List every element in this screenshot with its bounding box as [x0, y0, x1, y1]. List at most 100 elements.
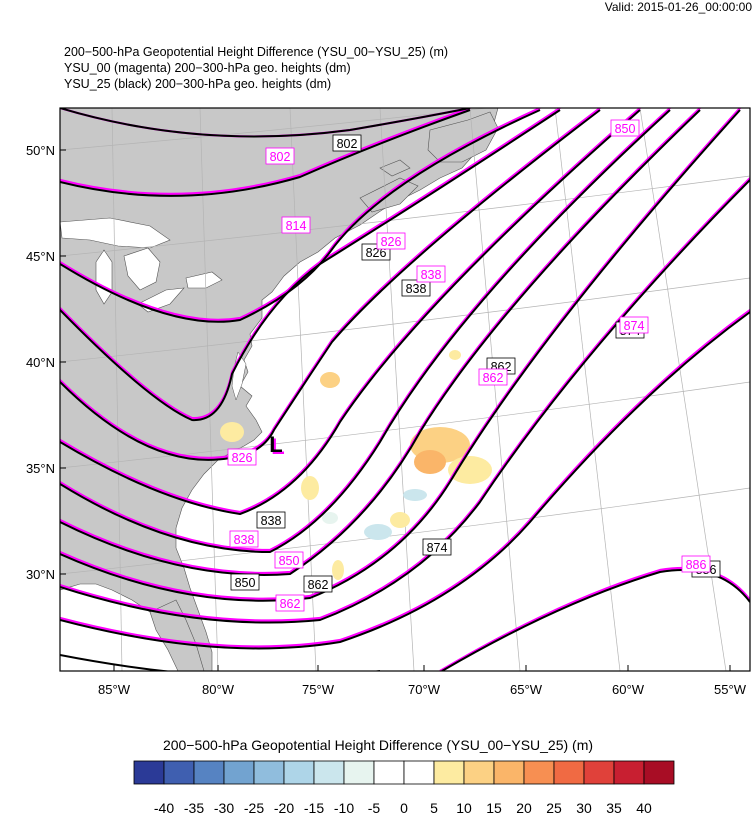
map-plot-area: 802 826 838 862 874 838	[60, 108, 750, 671]
colorbar-box	[133, 760, 165, 785]
svg-text:838: 838	[261, 514, 282, 528]
colorbar-tick-label: -30	[214, 800, 234, 816]
svg-text:802: 802	[270, 150, 291, 164]
colorbar-box	[463, 760, 495, 785]
colorbar-tick-label: 10	[456, 800, 472, 816]
svg-text:802: 802	[337, 137, 358, 151]
plot-frame	[59, 107, 751, 672]
black-label-850: 850	[230, 573, 260, 591]
magenta-label-850-south: 850	[274, 551, 304, 569]
low-marker-black: L	[269, 432, 282, 457]
graticule	[60, 108, 750, 671]
colorbar-box	[193, 760, 225, 785]
colorbar-box	[343, 760, 375, 785]
valid-time: Valid: 2015-01-26_00:00:00	[604, 0, 752, 14]
lon-label-65w: 65°W	[510, 682, 543, 697]
svg-text:862: 862	[280, 597, 301, 611]
newfoundland-land	[427, 111, 499, 163]
colorbar-tick-label: -10	[334, 800, 354, 816]
lat-label-45n: 45°N	[26, 249, 55, 264]
magenta-label-838: 838	[416, 265, 446, 283]
colorbar-box	[373, 760, 405, 785]
lake-superior	[60, 217, 171, 249]
difference-shading	[220, 350, 492, 580]
magenta-contour-labels: 802 814 826 838 850 862	[227, 119, 711, 612]
lon-label-55w: 55°W	[714, 682, 747, 697]
svg-text:826: 826	[366, 246, 387, 260]
longitude-labels: 85°W 80°W 75°W 70°W 65°W 60°W 55°W	[98, 682, 747, 697]
colorbar-tick-labels: -40 -35 -30 -25 -20 -15 -10 -5 0 5 10 15 20 25 30 35 40	[154, 800, 652, 816]
latitude-ticks	[60, 149, 66, 575]
title-line-diff: 200−500-hPa Geopotential Height Differen…	[64, 45, 449, 59]
svg-text:874: 874	[427, 541, 448, 555]
latitude-labels: 50°N 45°N 40°N 35°N 30°N	[26, 143, 55, 582]
longitude-ticks	[113, 665, 731, 671]
magenta-label-850: 850	[610, 119, 640, 137]
colorbar-box	[433, 760, 465, 785]
colorbar-tick-label: 25	[546, 800, 562, 816]
black-label-838: 838	[401, 279, 431, 297]
black-label-874: 874	[422, 538, 452, 556]
magenta-label-874: 874	[619, 316, 649, 334]
title-block: 200−500-hPa Geopotential Height Differen…	[64, 44, 448, 92]
colorbar-box	[403, 760, 435, 785]
lake-ontario	[185, 271, 223, 289]
colorbar-tick-label: -35	[184, 800, 204, 816]
colorbar-tick-label: -25	[244, 800, 264, 816]
lake-huron	[123, 247, 161, 291]
colorbar-box	[523, 760, 555, 785]
colorbar-box	[643, 760, 675, 785]
lon-label-60w: 60°W	[612, 682, 645, 697]
black-label-838-south: 838	[256, 511, 286, 529]
colorbar-tick-label: 5	[430, 800, 438, 816]
svg-text:862: 862	[308, 578, 329, 592]
magenta-label-862-south: 862	[275, 594, 305, 612]
svg-text:862: 862	[483, 371, 504, 385]
lon-label-80w: 80°W	[202, 682, 235, 697]
lat-label-30n: 30°N	[26, 567, 55, 582]
svg-text:874: 874	[624, 319, 645, 333]
svg-text:838: 838	[234, 533, 255, 547]
magenta-label-814: 814	[281, 216, 311, 234]
magenta-label-802: 802	[265, 147, 295, 165]
magenta-label-826: 826	[376, 232, 406, 250]
lat-label-40n: 40°N	[26, 355, 55, 370]
low-marker-magenta: L	[271, 434, 284, 459]
colorbar-box	[313, 760, 345, 785]
colorbar-tick-label: 15	[486, 800, 502, 816]
lat-label-35n: 35°N	[26, 461, 55, 476]
black-label-802: 802	[332, 134, 362, 152]
magenta-label-862: 862	[478, 368, 508, 386]
magenta-label-826-south: 826	[227, 448, 257, 466]
colorbar-box	[553, 760, 585, 785]
florida-land	[149, 599, 205, 671]
svg-text:826: 826	[232, 451, 253, 465]
title-line-magenta: YSU_00 (magenta) 200−300-hPa geo. height…	[64, 61, 351, 75]
colorbar-tick-label: 20	[516, 800, 532, 816]
colorbar-box	[283, 760, 315, 785]
svg-text:850: 850	[235, 576, 256, 590]
colorbar-tick-label: 30	[576, 800, 592, 816]
colorbar-tick-label: -20	[274, 800, 294, 816]
svg-text:826: 826	[381, 235, 402, 249]
colorbar-box	[583, 760, 615, 785]
colorbar-boxes	[133, 760, 675, 785]
colorbar-box	[223, 760, 255, 785]
svg-text:838: 838	[421, 268, 442, 282]
colorbar-tick-label: -15	[304, 800, 324, 816]
black-label-862-south: 862	[303, 575, 333, 593]
title-line-black: YSU_25 (black) 200−300-hPa geo. heights …	[64, 77, 332, 91]
svg-text:838: 838	[406, 282, 427, 296]
colorbar-tick-label: 35	[606, 800, 622, 816]
colorbar-box	[613, 760, 645, 785]
svg-text:886: 886	[686, 558, 707, 572]
pei-land	[379, 159, 411, 177]
colorbar-tick-label: -40	[154, 800, 174, 816]
magenta-label-886: 886	[681, 555, 711, 573]
magenta-label-838-south: 838	[229, 530, 259, 548]
colorbar-box	[253, 760, 285, 785]
colorbar-title: 200−500-hPa Geopotential Height Differen…	[162, 737, 594, 753]
lat-label-50n: 50°N	[26, 143, 55, 158]
svg-text:850: 850	[615, 122, 636, 136]
